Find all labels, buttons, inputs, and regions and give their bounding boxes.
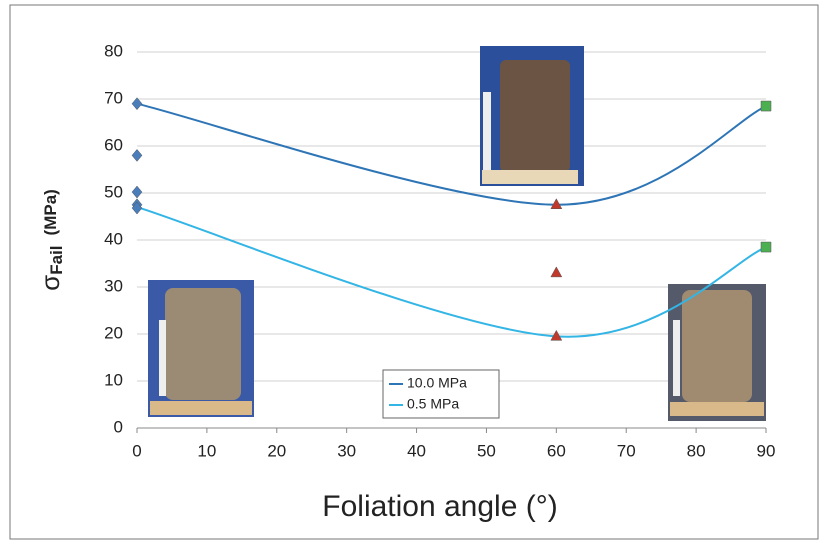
photo — [668, 284, 766, 421]
y-tick-label: 20 — [104, 323, 123, 342]
y-tick-label: 10 — [104, 370, 123, 389]
marker — [761, 242, 771, 252]
x-tick-label: 0 — [132, 441, 141, 460]
x-tick-label: 20 — [267, 441, 286, 460]
photo — [480, 46, 584, 186]
x-tick-label: 40 — [407, 441, 426, 460]
y-tick-label: 50 — [104, 182, 123, 201]
x-tick-label: 60 — [547, 441, 566, 460]
x-tick-label: 90 — [757, 441, 776, 460]
legend-label: 10.0 MPa — [407, 375, 467, 391]
x-tick-label: 10 — [197, 441, 216, 460]
x-tick-label: 30 — [337, 441, 356, 460]
y-axis-symbol: σ — [35, 275, 65, 291]
x-axis-label: Foliation angle (°) — [322, 490, 557, 523]
y-tick-label: 0 — [114, 417, 123, 436]
photo — [148, 280, 254, 417]
y-tick-label: 80 — [104, 41, 123, 60]
y-tick-label: 70 — [104, 88, 123, 107]
y-axis-unit: (MPa) — [41, 189, 60, 235]
y-axis-subscript: Fail — [47, 245, 66, 274]
chart: Foliation angle (°) σFail (MPa) 0 10 20 30 40… — [0, 0, 829, 546]
x-tick-label: 50 — [477, 441, 496, 460]
y-tick-label: 40 — [104, 229, 123, 248]
y-tick-label: 30 — [104, 276, 123, 295]
x-tick-label: 70 — [617, 441, 636, 460]
x-tick-label: 80 — [687, 441, 706, 460]
marker — [761, 101, 771, 111]
legend-label: 0.5 MPa — [407, 396, 459, 412]
y-tick-label: 60 — [104, 135, 123, 154]
